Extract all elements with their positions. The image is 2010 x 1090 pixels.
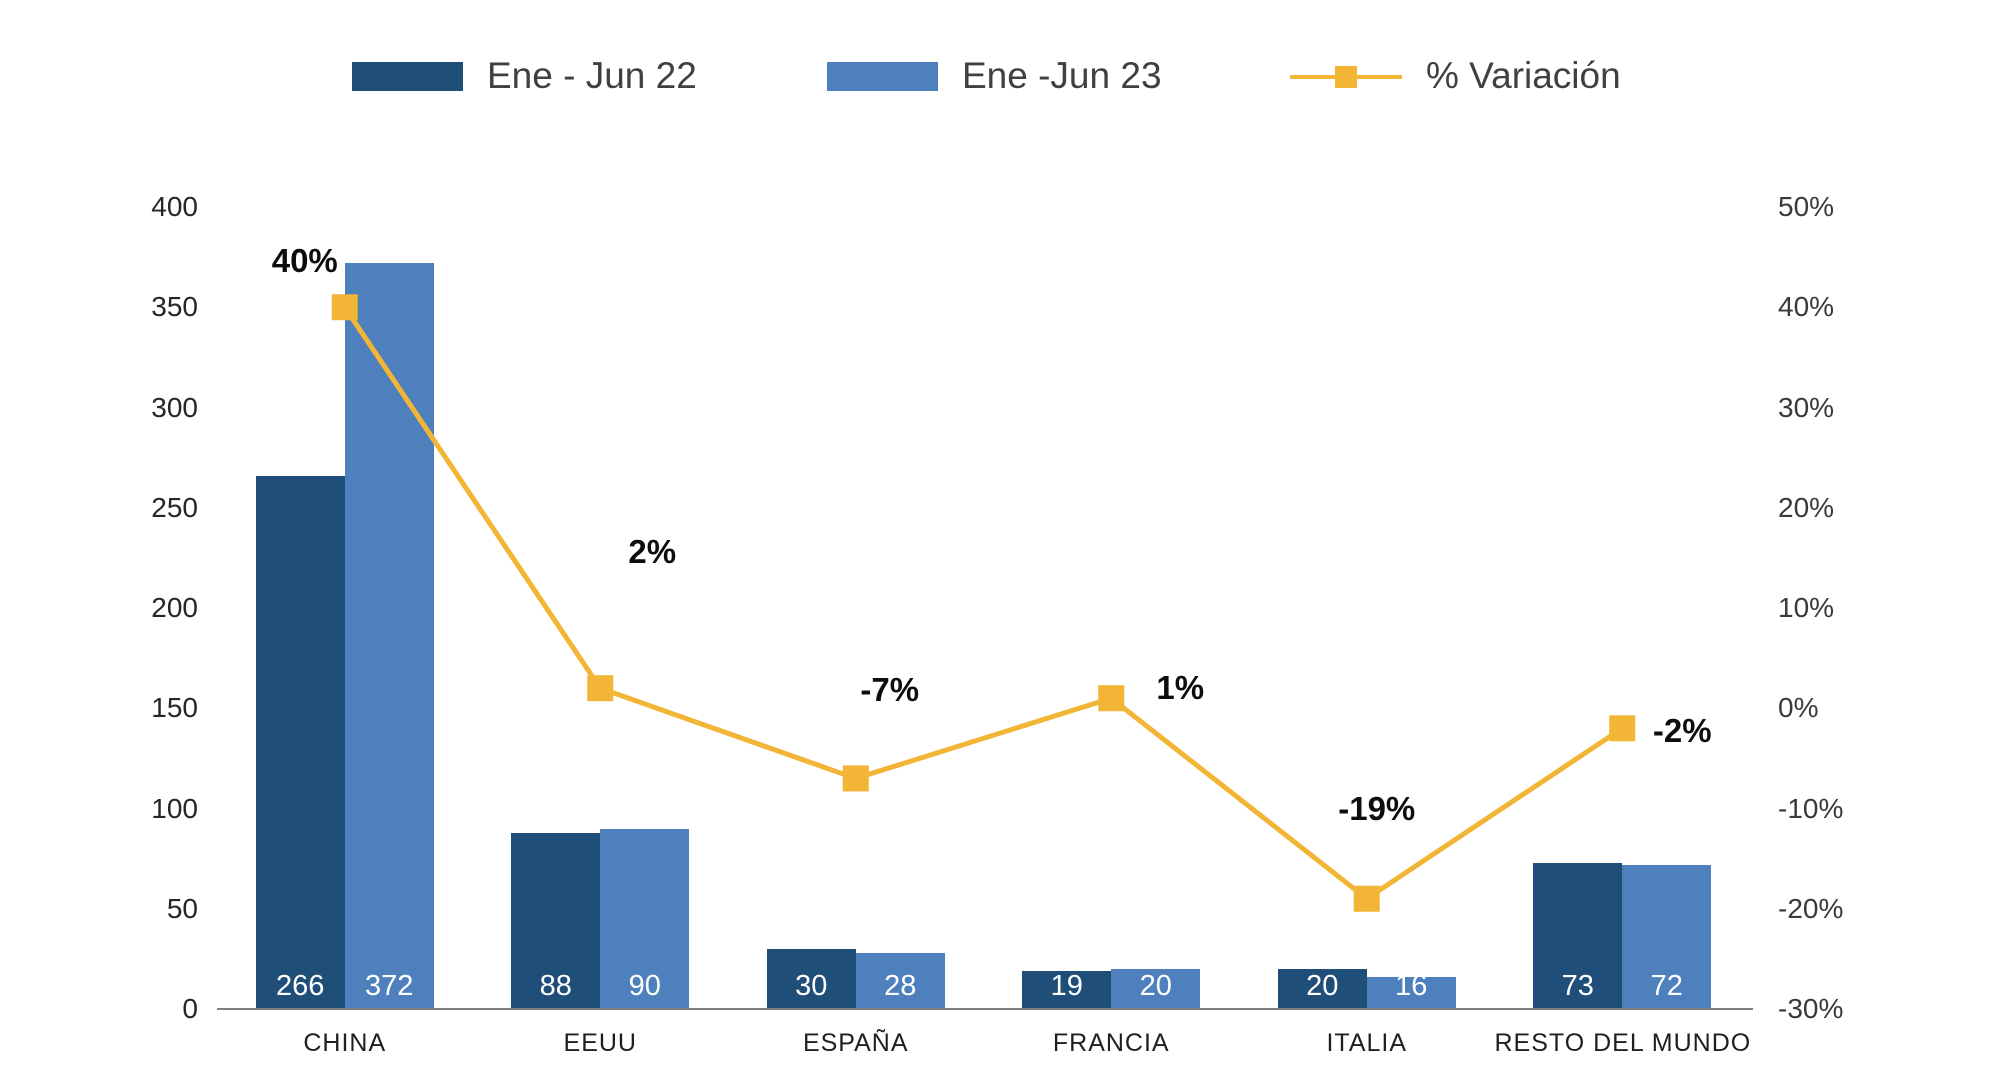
y-axis-tick-label-right: 40% (1778, 291, 1835, 323)
variation-data-label: 1% (1156, 669, 1205, 707)
bar-value-label: 266 (276, 970, 325, 1002)
y-axis-tick-label-right: -20% (1778, 892, 1844, 924)
x-axis-category-label: FRANCIA (1052, 1029, 1170, 1057)
bar-value-label: 72 (1650, 970, 1683, 1002)
y-axis-tick-label-right: -30% (1778, 993, 1844, 1024)
bar-ene-jun-23 (1622, 864, 1712, 1009)
legend-item-variation: % Variación (1290, 52, 1621, 100)
variation-marker (842, 765, 869, 792)
bar-ene-jun-22 (1533, 862, 1623, 1009)
y-axis-tick-label-right: 10% (1778, 592, 1835, 623)
variation-data-label: -19% (1338, 789, 1416, 827)
bar-ene-jun-22 (255, 475, 345, 1009)
bar-value-label: 16 (1395, 970, 1428, 1002)
bar-ene-jun-23 (344, 263, 434, 1009)
variation-data-label: -7% (860, 671, 920, 709)
x-axis-category-label: ITALIA (1326, 1029, 1408, 1057)
bar-ene-jun-22 (511, 832, 601, 1009)
bar-ene-jun-22 (766, 948, 856, 1009)
legend-item-series1: Ene - Jun 22 (352, 52, 697, 100)
bar-ene-jun-23 (600, 828, 690, 1009)
bar-value-label: 88 (539, 970, 572, 1002)
y-axis-tick-label-left: 100 (151, 792, 198, 824)
x-axis-category-label: ESPAÑA (802, 1029, 909, 1057)
y-axis-tick-label-left: 0 (182, 993, 198, 1024)
y-axis-tick-label-right: 0% (1778, 692, 1819, 724)
series1-swatch-icon (352, 61, 463, 91)
x-axis-category-label: CHINA (303, 1029, 387, 1057)
variation-data-label: 2% (628, 533, 677, 571)
x-axis-category-label: RESTO DEL MUNDO (1494, 1029, 1752, 1057)
bar-value-label: 19 (1050, 970, 1083, 1002)
bar-ene-jun-22 (1022, 970, 1112, 1009)
legend-label-series1: Ene - Jun 22 (487, 55, 697, 96)
x-axis-category-label: EEUU (563, 1029, 637, 1057)
bar-value-label: 20 (1306, 970, 1339, 1002)
bar-value-label: 73 (1561, 970, 1594, 1002)
variation-marker (587, 675, 614, 702)
y-axis-tick-label-left: 50 (166, 892, 198, 924)
bar-ene-jun-23 (1111, 968, 1201, 1009)
y-axis-tick-label-right: -10% (1778, 792, 1844, 824)
variation-data-label: -2% (1652, 712, 1712, 750)
bar-ene-jun-22 (1277, 968, 1367, 1009)
legend-label-series2: Ene -Jun 23 (962, 55, 1162, 96)
y-axis-tick-label-left: 150 (151, 692, 198, 724)
series2-swatch-icon (827, 61, 938, 91)
y-axis-tick-label-right: 20% (1778, 491, 1835, 523)
bar-value-label: 30 (795, 970, 828, 1002)
bar-ene-jun-23 (855, 952, 945, 1009)
variation-marker (1353, 885, 1380, 912)
y-axis-tick-label-right: 30% (1778, 391, 1835, 423)
legend-item-series2: Ene -Jun 23 (827, 52, 1162, 100)
variation-marker (1098, 685, 1125, 712)
variation-line (342, 305, 1624, 902)
y-axis-tick-label-left: 400 (151, 191, 198, 222)
variation-data-label: 40% (271, 242, 338, 280)
y-axis-tick-label-left: 200 (151, 592, 198, 623)
bar-value-label: 28 (884, 970, 917, 1002)
x-axis-line (217, 1008, 1753, 1010)
y-axis-tick-label-left: 350 (151, 291, 198, 323)
bar-ene-jun-23 (1366, 976, 1456, 1009)
variation-marker (1609, 715, 1636, 742)
y-axis-tick-label-left: 300 (151, 391, 198, 423)
bar-value-label: 20 (1139, 970, 1172, 1002)
bar-value-label: 372 (365, 970, 414, 1002)
y-axis-tick-label-left: 250 (151, 491, 198, 523)
y-axis-tick-label-right: 50% (1778, 191, 1835, 222)
variation-marker (331, 294, 358, 321)
variation-line-marker-icon (1290, 62, 1402, 91)
bar-value-label: 90 (628, 970, 661, 1002)
legend-label-variation: % Variación (1426, 55, 1621, 96)
